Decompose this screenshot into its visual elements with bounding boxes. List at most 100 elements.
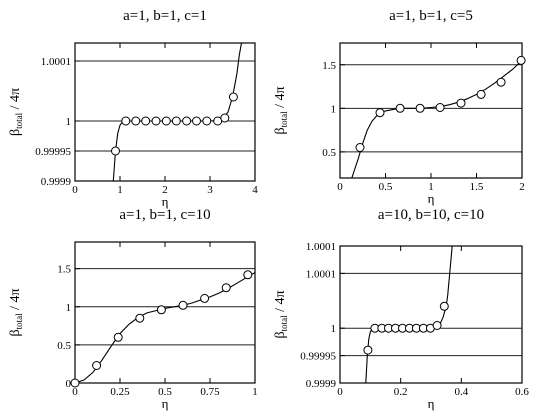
y-tick-label: 0.9999 <box>41 176 72 188</box>
data-point <box>243 270 253 280</box>
x-tick-label: 0.25 <box>110 386 130 398</box>
data-point <box>171 116 181 126</box>
x-axis-label: η <box>162 194 169 209</box>
series-line <box>351 60 522 178</box>
data-point <box>113 332 123 342</box>
x-tick-label: 2 <box>162 184 168 196</box>
y-axis-label: βtotal / 4π <box>8 288 24 336</box>
y-tick-label: 1.0001 <box>41 56 71 68</box>
chart-title: a=1, b=1, c=10 <box>119 207 210 223</box>
y-tick-label: 1.5 <box>322 60 336 72</box>
y-tick-label: 0.5 <box>322 147 336 159</box>
x-axis-label: η <box>162 396 169 411</box>
x-tick-label: 0.6 <box>515 386 529 398</box>
data-point <box>182 116 192 126</box>
data-point <box>439 301 449 311</box>
data-point <box>415 103 425 113</box>
series-line <box>365 246 453 383</box>
x-tick-label: 1 <box>117 184 123 196</box>
chart-title: a=1, b=1, c=1 <box>123 8 207 24</box>
y-axis-label-rest: / 4π <box>8 88 23 113</box>
y-axis-label-sub: total <box>14 313 24 329</box>
y-tick-label: 1.5 <box>57 264 71 276</box>
y-tick-label: 1 <box>331 323 337 335</box>
y-axis-label: βtotal / 4π <box>273 86 289 134</box>
data-point <box>496 77 506 87</box>
x-axis-label: η <box>428 396 435 411</box>
data-point <box>202 116 212 126</box>
y-axis-label-main: β <box>273 127 288 134</box>
data-point <box>151 116 161 126</box>
y-axis-label-sub: total <box>279 111 289 127</box>
data-point <box>476 89 486 99</box>
x-tick-label: 1 <box>428 181 434 193</box>
chart-panel-3: a=1, b=1, c=10 0 0.25 0.5 0.75 1 0 0.5 1 1.5 η βtot… <box>8 207 258 411</box>
data-point <box>111 146 120 156</box>
x-tick-label: 0 <box>72 386 78 398</box>
data-point <box>192 116 201 126</box>
plot-frame <box>339 42 523 179</box>
y-axis-label-rest: / 4π <box>273 290 288 315</box>
y-tick-label: 0.9999 <box>306 378 337 390</box>
data-point <box>161 116 171 126</box>
data-point <box>200 293 210 303</box>
data-point <box>131 116 141 126</box>
y-axis-label: βtotal / 4π <box>8 88 24 136</box>
x-tick-label: 1.5 <box>470 181 484 193</box>
y-axis-label-main: β <box>8 129 23 136</box>
y-axis-label-sub: total <box>14 112 24 128</box>
y-tick-label: 1 <box>331 103 337 115</box>
data-point <box>456 98 466 108</box>
data-point <box>92 361 102 370</box>
data-point <box>516 55 526 65</box>
x-tick-label: 1 <box>252 386 258 398</box>
x-tick-label: 0.5 <box>379 181 393 193</box>
chart-title: a=1, b=1, c=5 <box>389 8 473 24</box>
x-tick-label: 0.2 <box>394 386 408 398</box>
data-point <box>375 108 385 118</box>
x-tick-label: 0 <box>337 181 343 193</box>
data-point <box>395 103 405 113</box>
y-tick-label: 0.99995 <box>300 351 336 363</box>
plot-frame <box>339 245 523 384</box>
data-point <box>432 321 442 330</box>
series-line <box>112 43 243 181</box>
data-point <box>363 345 373 355</box>
y-tick-label: 0.5 <box>57 340 71 352</box>
plot-frame <box>74 241 256 384</box>
chart-panel-4: a=10, b=10, c=10 0 0.2 0.4 0.6 0.9999 0.99995 1… <box>273 207 529 411</box>
chart-title: a=10, b=10, c=10 <box>378 207 484 223</box>
data-point <box>355 143 365 152</box>
y-tick-label: 0.99995 <box>35 146 71 158</box>
y-axis-label-rest: / 4π <box>273 86 288 111</box>
data-point <box>220 113 230 123</box>
x-axis-label: η <box>428 191 435 206</box>
x-tick-label: 0.4 <box>454 386 468 398</box>
y-axis-label-main: β <box>8 329 23 336</box>
y-axis-label-main: β <box>273 331 288 338</box>
x-tick-label: 2 <box>519 181 525 193</box>
y-tick-label: 1.0001 <box>306 241 336 253</box>
y-tick-label: 1 <box>66 116 72 128</box>
chart-panel-1: a=1, b=1, c=1 0 1 2 3 4 0.9999 0.99995 1 1.0001 η β… <box>8 8 258 209</box>
y-axis-label-sub: total <box>279 315 289 331</box>
data-point <box>178 300 188 310</box>
y-axis-label: βtotal / 4π <box>273 290 289 338</box>
x-tick-label: 0 <box>72 184 78 196</box>
y-tick-label: 0 <box>66 378 72 390</box>
x-tick-label: 0.75 <box>200 386 220 398</box>
x-tick-label: 3 <box>207 184 213 196</box>
data-point <box>135 313 145 323</box>
chart-panel-2: a=1, b=1, c=5 0 0.5 1 1.5 2 0.5 1 1.5 η βtotal / 4… <box>273 8 526 206</box>
y-tick-label: 1.0001 <box>306 268 336 280</box>
y-axis-label-rest: / 4π <box>8 288 23 313</box>
data-point <box>70 378 80 388</box>
data-point <box>228 92 238 102</box>
x-tick-label: 0.5 <box>158 386 172 398</box>
data-point <box>156 305 166 315</box>
x-tick-label: 0 <box>337 386 343 398</box>
data-point <box>221 283 231 293</box>
data-point <box>435 103 445 112</box>
y-tick-label: 1 <box>66 302 72 314</box>
